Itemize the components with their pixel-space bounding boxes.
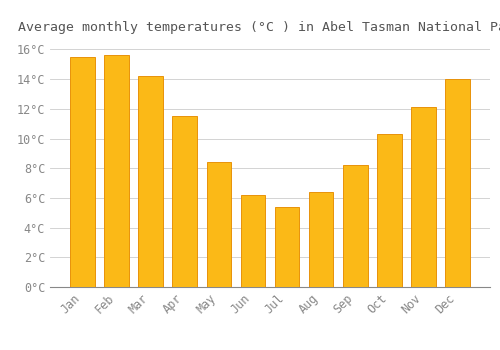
Bar: [206, 162, 231, 287]
Bar: [377, 134, 402, 287]
Bar: [343, 165, 367, 287]
Bar: [172, 116, 197, 287]
Bar: [275, 207, 299, 287]
Bar: [70, 57, 94, 287]
Bar: [240, 195, 265, 287]
Bar: [104, 55, 128, 287]
Bar: [446, 79, 470, 287]
Bar: [412, 107, 436, 287]
Title: Average monthly temperatures (°C ) in Abel Tasman National Park: Average monthly temperatures (°C ) in Ab…: [18, 21, 500, 34]
Bar: [138, 76, 163, 287]
Bar: [309, 192, 334, 287]
